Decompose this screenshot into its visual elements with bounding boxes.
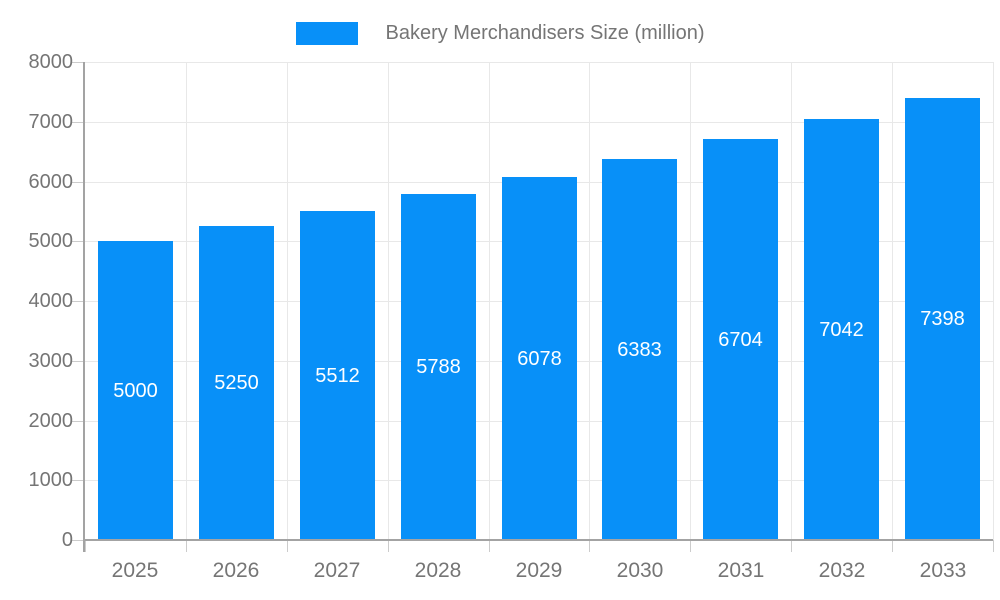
y-axis-tick [72, 301, 85, 302]
x-gridline [589, 62, 590, 540]
x-gridline [892, 62, 893, 540]
y-axis-tick [72, 480, 85, 481]
y-axis-tick-label: 7000 [28, 111, 74, 133]
bar-2030[interactable]: 6383 [602, 159, 677, 540]
y-axis-tick-label: 3000 [28, 350, 74, 372]
y-axis-tick-label: 6000 [28, 171, 74, 193]
x-axis-tick [85, 540, 86, 552]
bar-value-label: 6704 [718, 329, 763, 351]
x-axis-label-2027: 2027 [313, 559, 361, 582]
x-axis-label-2032: 2032 [818, 559, 866, 582]
x-gridline [993, 62, 994, 540]
x-axis-tick [892, 540, 893, 552]
bar-value-label: 7042 [819, 319, 864, 341]
legend-label: Bakery Merchandisers Size (million) [385, 22, 705, 44]
bar-2026[interactable]: 5250 [199, 226, 274, 540]
x-axis-label-2026: 2026 [212, 559, 260, 582]
x-axis-label-2030: 2030 [616, 559, 664, 582]
x-axis-label-2029: 2029 [515, 559, 563, 582]
y-gridline [85, 62, 993, 63]
y-axis-tick [72, 241, 85, 242]
legend-swatch-icon [295, 22, 358, 45]
y-axis-tick [72, 122, 85, 123]
bar-2025[interactable]: 5000 [98, 241, 173, 540]
bar-2032[interactable]: 7042 [804, 119, 879, 540]
y-gridline [85, 122, 993, 123]
y-axis-tick-label: 5000 [28, 230, 74, 252]
y-axis-tick-label: 2000 [28, 410, 74, 432]
x-axis-label-2033: 2033 [919, 559, 967, 582]
y-axis-tick [72, 421, 85, 422]
y-axis-tick [72, 540, 85, 541]
x-axis-tick [186, 540, 187, 552]
x-axis-label-2025: 2025 [111, 559, 159, 582]
y-axis-tick-label: 4000 [28, 290, 74, 312]
x-axis-tick [791, 540, 792, 552]
y-axis-tick-label: 1000 [28, 469, 74, 491]
bar-value-label: 5788 [416, 356, 461, 378]
x-gridline [489, 62, 490, 540]
bar-2033[interactable]: 7398 [905, 98, 980, 540]
x-axis-tick [287, 540, 288, 552]
y-axis-tick-label: 8000 [28, 51, 74, 73]
x-axis-label-2031: 2031 [717, 559, 765, 582]
chart-legend[interactable]: Bakery Merchandisers Size (million) [0, 22, 1000, 45]
x-axis-tick [690, 540, 691, 552]
x-axis-tick [993, 540, 994, 552]
bar-2029[interactable]: 6078 [502, 177, 577, 540]
x-gridline [690, 62, 691, 540]
bar-value-label: 6383 [617, 339, 662, 361]
x-axis-line [85, 539, 993, 541]
bar-value-label: 5000 [113, 380, 158, 402]
bar-value-label: 7398 [920, 308, 965, 330]
bar-value-label: 5250 [214, 372, 259, 394]
x-gridline [791, 62, 792, 540]
x-gridline [287, 62, 288, 540]
y-axis-tick-label: 0 [61, 529, 73, 551]
x-axis-label-2028: 2028 [414, 559, 462, 582]
x-gridline [388, 62, 389, 540]
bar-value-label: 6078 [517, 348, 562, 370]
x-gridline [186, 62, 187, 540]
y-axis-tick [72, 62, 85, 63]
bar-2031[interactable]: 6704 [703, 139, 778, 540]
y-axis-tick [72, 361, 85, 362]
bar-2027[interactable]: 5512 [300, 211, 375, 540]
x-axis-tick [589, 540, 590, 552]
x-axis-tick [388, 540, 389, 552]
x-axis-tick [489, 540, 490, 552]
bar-2028[interactable]: 5788 [401, 194, 476, 540]
y-axis-tick [72, 182, 85, 183]
bar-value-label: 5512 [315, 365, 360, 387]
y-axis-line [83, 62, 85, 552]
